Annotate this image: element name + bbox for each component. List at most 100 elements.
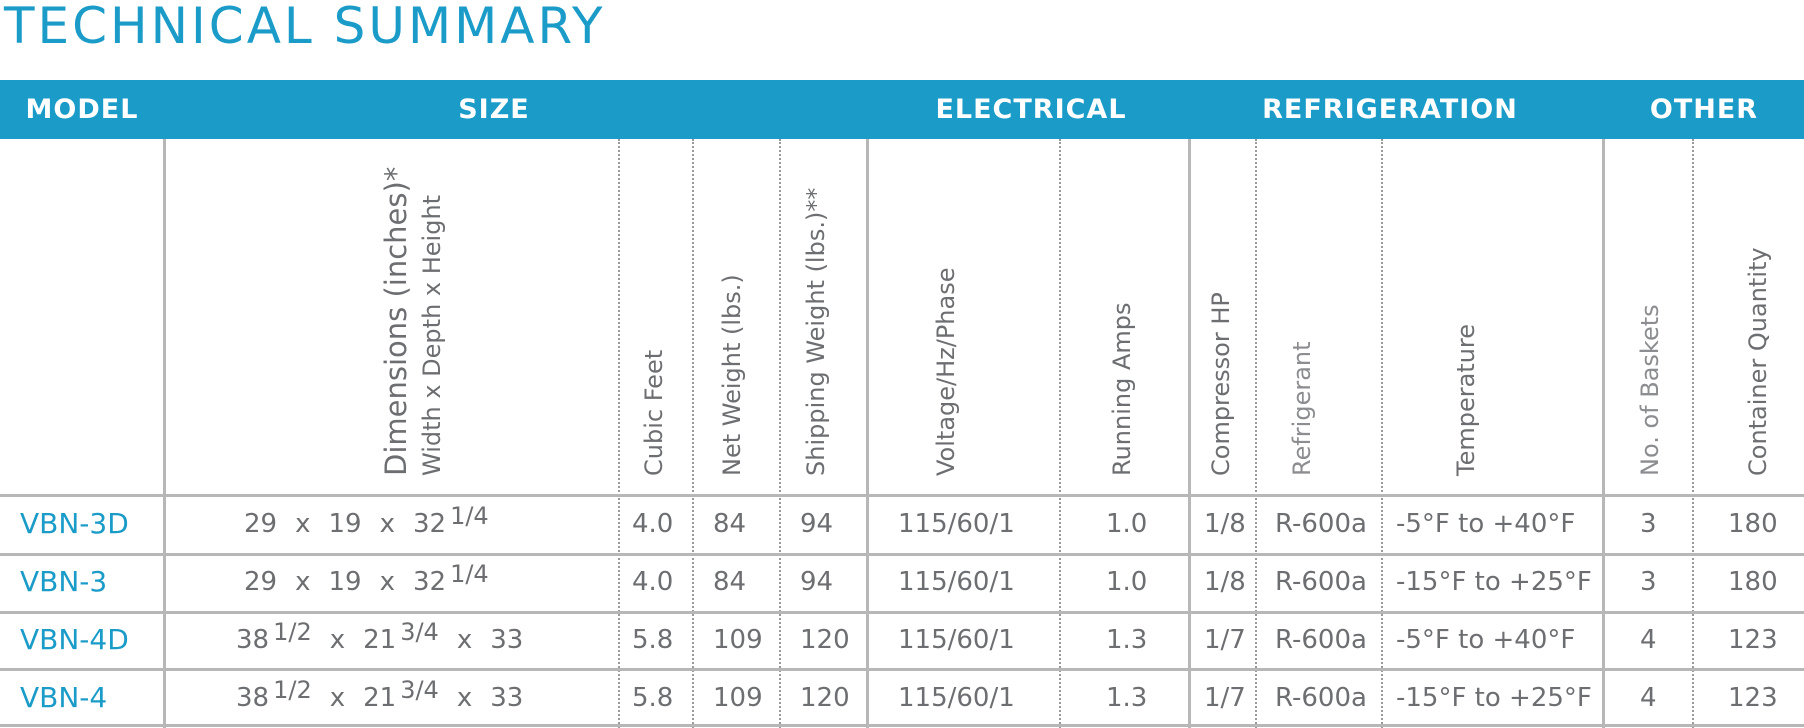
header-compressor-hp: Compressor HP [1207, 292, 1235, 476]
model-cell: VBN-4D [20, 623, 129, 656]
container-quantity-cell: 123 [1728, 625, 1778, 655]
compressor-hp-cell: 1/7 [1204, 683, 1246, 713]
dimension-width-fraction: 1/2 [273, 618, 312, 646]
model-cell: VBN-4 [20, 681, 108, 714]
dimension-width-fraction: 1/2 [273, 676, 312, 704]
column-divider [618, 139, 620, 728]
header-shipping-weight: Shipping Weight (lbs.)** [802, 187, 830, 476]
shipping-weight-cell: 120 [800, 683, 850, 713]
cubic-feet-cell: 5.8 [632, 625, 674, 655]
cubic-feet-cell: 4.0 [632, 567, 674, 597]
model-cell: VBN-3D [20, 507, 129, 540]
dimension-width: 38 [236, 683, 270, 713]
container-quantity-cell: 123 [1728, 683, 1778, 713]
dimension-height-fraction: 1/4 [450, 502, 489, 530]
column-divider [1255, 139, 1257, 728]
section-size: SIZE [458, 94, 530, 125]
dimension-separator: x [329, 625, 346, 655]
shipping-weight-cell: 94 [800, 567, 834, 597]
column-divider [1059, 139, 1061, 728]
column-divider [779, 139, 781, 728]
row-divider [0, 611, 1804, 614]
column-divider [1602, 139, 1605, 728]
row-divider [0, 553, 1804, 556]
net-weight-cell: 84 [713, 567, 747, 597]
refrigerant-cell: R-600a [1275, 509, 1367, 539]
dimension-width: 29 [244, 567, 278, 597]
dimension-height: 32 [412, 567, 447, 597]
container-quantity-cell: 180 [1728, 567, 1778, 597]
row-divider [0, 724, 1804, 727]
header-container-quantity: Container Quantity [1744, 247, 1772, 476]
dimension-height-fraction: 1/4 [450, 560, 489, 588]
dimension-separator: x [379, 567, 395, 597]
net-weight-cell: 109 [713, 625, 763, 655]
dimension-separator: x [295, 567, 311, 597]
temperature-cell: -15°F to +25°F [1396, 567, 1592, 597]
dimension-separator: x [295, 509, 311, 539]
baskets-cell: 3 [1640, 509, 1657, 539]
row-divider [0, 494, 1804, 497]
column-divider [163, 139, 166, 728]
dimension-width: 29 [244, 509, 278, 539]
row-divider [0, 668, 1804, 671]
header-cubic-feet: Cubic Feet [640, 349, 668, 476]
column-divider [692, 139, 694, 728]
baskets-cell: 3 [1640, 567, 1657, 597]
dimension-separator: x [329, 683, 346, 713]
temperature-cell: -5°F to +40°F [1396, 509, 1576, 539]
header-voltage: Voltage/Hz/Phase [932, 267, 960, 477]
header-running-amps: Running Amps [1108, 302, 1136, 476]
dimension-depth: 21 [363, 683, 397, 713]
refrigerant-cell: R-600a [1275, 683, 1367, 713]
compressor-hp-cell: 1/8 [1204, 567, 1246, 597]
dimension-separator: x [456, 683, 473, 713]
header-dimensions: Dimensions (inches)* [379, 166, 413, 476]
section-other: OTHER [1649, 94, 1759, 125]
running-amps-cell: 1.3 [1106, 625, 1148, 655]
header-baskets: No. of Baskets [1636, 304, 1664, 476]
dimension-separator: x [456, 625, 473, 655]
net-weight-cell: 84 [713, 509, 747, 539]
running-amps-cell: 1.3 [1106, 683, 1148, 713]
baskets-cell: 4 [1640, 625, 1657, 655]
header-net-weight: Net Weight (lbs.) [718, 274, 746, 476]
section-refrigeration: REFRIGERATION [1262, 94, 1518, 125]
running-amps-cell: 1.0 [1106, 509, 1148, 539]
header-temperature: Temperature [1452, 323, 1480, 476]
cubic-feet-cell: 5.8 [632, 683, 674, 713]
temperature-cell: -15°F to +25°F [1396, 683, 1592, 713]
column-divider [1692, 139, 1694, 728]
column-divider [1188, 139, 1191, 728]
dimension-width: 38 [236, 625, 270, 655]
page-title: TECHNICAL SUMMARY [4, 0, 606, 55]
dimension-separator: x [379, 509, 395, 539]
voltage-cell: 115/60/1 [898, 567, 1015, 597]
shipping-weight-cell: 120 [800, 625, 850, 655]
refrigerant-cell: R-600a [1275, 567, 1367, 597]
dimension-depth-fraction: 3/4 [400, 618, 439, 646]
dimensions-cell: 38 1/2 x 21 3/4 x 33 [236, 618, 524, 655]
voltage-cell: 115/60/1 [898, 509, 1015, 539]
dimension-height: 32 [412, 509, 447, 539]
dimensions-cell: 38 1/2 x 21 3/4 x 33 [236, 676, 524, 713]
voltage-cell: 115/60/1 [898, 625, 1015, 655]
section-model: MODEL [25, 94, 139, 125]
dimension-depth-fraction: 3/4 [400, 676, 439, 704]
shipping-weight-cell: 94 [800, 509, 834, 539]
dimensions-cell: 29 x 19 x 32 1/4 [244, 502, 489, 539]
section-header-bar [0, 80, 1804, 139]
compressor-hp-cell: 1/8 [1204, 509, 1246, 539]
compressor-hp-cell: 1/7 [1204, 625, 1246, 655]
header-refrigerant: Refrigerant [1288, 341, 1316, 476]
dimension-height: 33 [490, 683, 524, 713]
dimension-height: 33 [490, 625, 524, 655]
temperature-cell: -5°F to +40°F [1396, 625, 1576, 655]
cubic-feet-cell: 4.0 [632, 509, 674, 539]
container-quantity-cell: 180 [1728, 509, 1778, 539]
model-cell: VBN-3 [20, 565, 108, 598]
column-divider [866, 139, 869, 728]
dimension-depth: 19 [328, 509, 362, 539]
column-divider [1381, 139, 1383, 728]
baskets-cell: 4 [1640, 683, 1657, 713]
